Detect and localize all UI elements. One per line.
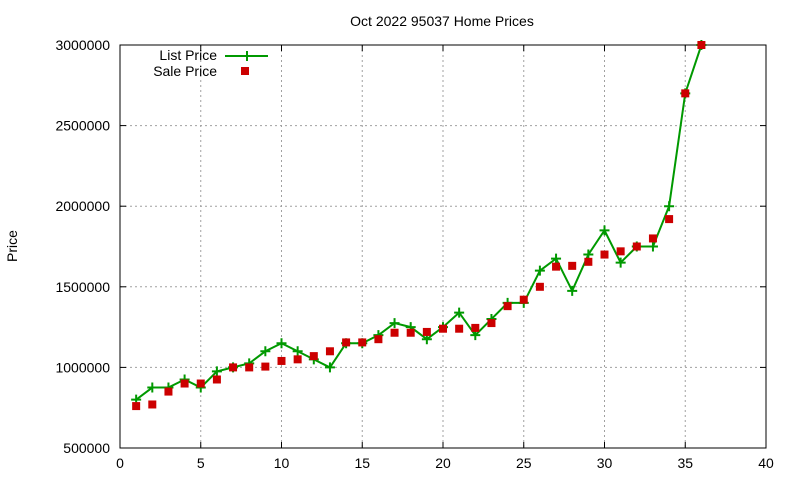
list-price-point: [147, 382, 158, 393]
list-price-point: [276, 338, 287, 349]
sale-price-point: [229, 363, 238, 372]
chart-title: Oct 2022 95037 Home Prices: [350, 13, 534, 29]
axis-ticks: 0 5 10 15 20 25 30 35 40 500000 1000000 1500000 2000…: [55, 37, 774, 471]
sale-price-point: [406, 328, 415, 337]
list-price-point: [567, 285, 578, 296]
legend-label-list-price: List Price: [159, 47, 217, 63]
series-layer: [131, 40, 707, 411]
sale-price-point: [487, 319, 496, 328]
list-price-point: [211, 366, 222, 377]
sale-price-point: [390, 328, 399, 337]
y-tick-label: 3000000: [55, 37, 110, 53]
y-tick-label: 2000000: [55, 198, 110, 214]
sale-price-point: [600, 250, 609, 259]
sale-price-point: [180, 379, 189, 388]
sale-price-point: [293, 355, 302, 364]
x-tick-label: 20: [435, 455, 451, 471]
sale-price-point: [681, 89, 690, 98]
sale-price-point: [471, 323, 480, 332]
list-price-point: [647, 241, 658, 252]
list-price-point: [551, 253, 562, 264]
sale-price-point: [277, 356, 286, 365]
y-tick-label: 1500000: [55, 279, 110, 295]
list-price-point: [260, 346, 271, 357]
sale-price-point: [245, 363, 254, 372]
legend-marker-list-price: [242, 51, 252, 61]
sale-price-point: [374, 335, 383, 344]
sale-price-point: [665, 215, 674, 224]
x-tick-label: 35: [677, 455, 693, 471]
list-price-point: [292, 346, 303, 357]
sale-price-point: [132, 402, 141, 411]
sale-price-point: [616, 247, 625, 256]
sale-price-point: [196, 379, 205, 388]
y-tick-label: 1000000: [55, 359, 110, 375]
sale-price-point: [164, 387, 173, 396]
sale-price-point: [455, 324, 464, 333]
list-price-point: [389, 318, 400, 329]
y-tick-label: 500000: [63, 440, 110, 456]
legend: List Price Sale Price: [153, 47, 268, 79]
sale-price-point: [519, 295, 528, 304]
list-price-point: [454, 307, 465, 318]
sale-price-point: [568, 261, 577, 270]
sale-price-point: [503, 302, 512, 311]
sale-price-point: [325, 347, 334, 356]
sale-price-point: [552, 262, 561, 271]
x-tick-label: 40: [758, 455, 774, 471]
sale-price-point: [439, 324, 447, 333]
sale-price-point: [584, 257, 593, 266]
sale-price-point: [648, 234, 657, 243]
list-price-point: [599, 225, 610, 236]
list-price-point: [534, 265, 545, 276]
list-price-point: [615, 257, 626, 268]
x-tick-label: 5: [197, 455, 205, 471]
sale-price-point: [212, 375, 221, 384]
sale-price-point: [261, 362, 270, 371]
sale-price-point: [309, 352, 318, 361]
sale-price-point: [535, 282, 544, 291]
legend-label-sale-price: Sale Price: [153, 63, 217, 79]
list-price-point: [324, 362, 335, 373]
x-tick-label: 15: [354, 455, 370, 471]
x-tick-label: 25: [516, 455, 532, 471]
sale-price-point: [697, 41, 706, 49]
x-tick-label: 10: [274, 455, 290, 471]
sale-price-point: [342, 338, 351, 347]
legend-marker-sale-price: [241, 67, 249, 75]
x-tick-label: 30: [597, 455, 613, 471]
sale-price-point: [632, 242, 641, 251]
y-tick-label: 2500000: [55, 118, 110, 134]
sale-price-point: [148, 400, 157, 409]
y-axis-label: Price: [4, 230, 20, 262]
sale-price-point: [422, 327, 431, 336]
list-price-point: [664, 201, 675, 212]
sale-price-point: [358, 338, 367, 347]
x-tick-label: 0: [116, 455, 124, 471]
grid-lines: [120, 45, 766, 448]
